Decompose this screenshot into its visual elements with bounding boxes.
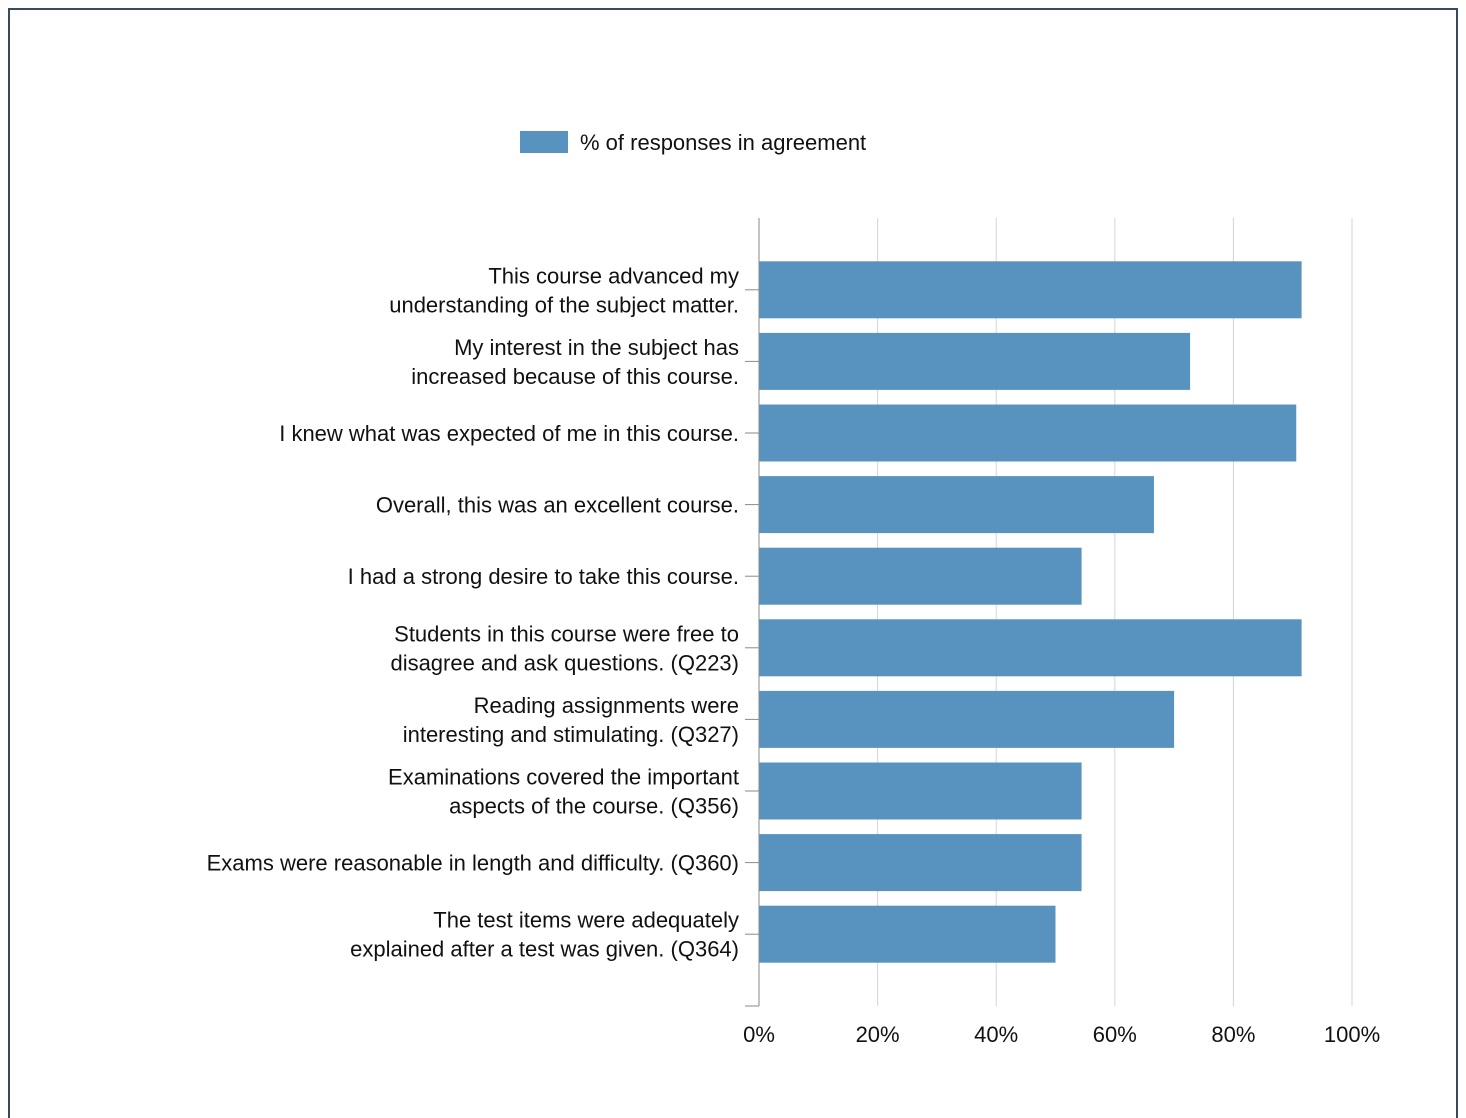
- bar: [759, 762, 1082, 820]
- category-label-line: The test items were adequately: [433, 908, 739, 933]
- category-label-line: Examinations covered the important: [388, 765, 739, 790]
- chart-frame: % of responses in agreement This course …: [8, 8, 1458, 1118]
- category-label: This course advanced my understanding of …: [389, 263, 759, 317]
- category-label-line: Exams were reasonable in length and diff…: [207, 851, 739, 876]
- category-label-line: aspects of the course. (Q356): [449, 794, 739, 819]
- category-label: I had a strong desire to take this cours…: [348, 564, 759, 589]
- category-label: Exams were reasonable in length and diff…: [207, 851, 759, 876]
- category-label-line: My interest in the subject has: [454, 335, 739, 360]
- x-tick-label: 100%: [1324, 1022, 1380, 1047]
- bar: [759, 261, 1302, 319]
- category-label-line: understanding of the subject matter.: [389, 292, 739, 317]
- category-label-line: Students in this course were free to: [394, 621, 739, 646]
- category-label-line: increased because of this course.: [411, 364, 739, 389]
- bar: [759, 332, 1191, 390]
- category-label: The test items were adequately explained …: [350, 908, 759, 962]
- category-label-line: Overall, this was an excellent course.: [376, 493, 739, 518]
- x-tick-label: 60%: [1093, 1022, 1137, 1047]
- bar-chart: % of responses in agreement This course …: [207, 130, 1381, 1047]
- category-label-line: I had a strong desire to take this cours…: [348, 564, 739, 589]
- category-label: Overall, this was an excellent course.: [376, 493, 759, 518]
- category-label: I knew what was expected of me in this c…: [279, 421, 759, 446]
- x-tick-label: 40%: [974, 1022, 1018, 1047]
- category-label-line: This course advanced my: [488, 263, 739, 288]
- category-label-line: interesting and stimulating. (Q327): [403, 722, 739, 747]
- category-label: My interest in the subject has increased …: [411, 335, 759, 389]
- legend-swatch: [520, 131, 568, 153]
- x-tick-label: 0%: [743, 1022, 775, 1047]
- bar: [759, 834, 1082, 892]
- legend: % of responses in agreement: [520, 130, 866, 155]
- bar: [759, 619, 1302, 677]
- bar: [759, 905, 1056, 963]
- category-label: Examinations covered the important aspect…: [388, 765, 759, 819]
- bar: [759, 476, 1154, 534]
- x-axis: 0% 20% 40% 60% 80% 100%: [743, 218, 1380, 1047]
- bars: [759, 261, 1302, 963]
- bar: [759, 404, 1297, 462]
- category-label-line: disagree and ask questions. (Q223): [390, 650, 739, 675]
- category-label: Students in this course were free to disa…: [390, 621, 759, 675]
- bar: [759, 690, 1175, 748]
- category-label: Reading assignments were interesting and …: [403, 693, 759, 747]
- category-label-line: Reading assignments were: [474, 693, 739, 718]
- category-label-line: I knew what was expected of me in this c…: [279, 421, 739, 446]
- category-label-line: explained after a test was given. (Q364): [350, 937, 739, 962]
- category-labels: This course advanced my understanding of …: [207, 263, 759, 962]
- legend-label: % of responses in agreement: [580, 130, 866, 155]
- x-tick-label: 20%: [856, 1022, 900, 1047]
- bar: [759, 547, 1082, 605]
- x-tick-label: 80%: [1211, 1022, 1255, 1047]
